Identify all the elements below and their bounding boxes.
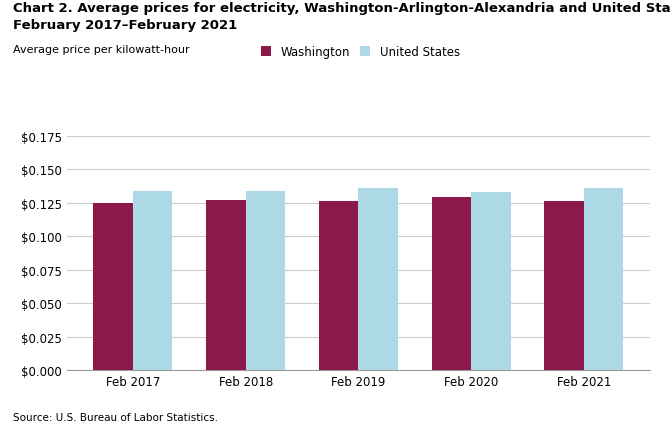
Text: Source: U.S. Bureau of Labor Statistics.: Source: U.S. Bureau of Labor Statistics. [13, 412, 218, 422]
Bar [431, 198, 471, 371]
Bar [545, 202, 584, 371]
Text: Average price per kilowatt-hour: Average price per kilowatt-hour [13, 45, 190, 55]
Bar [584, 189, 623, 371]
Bar [246, 191, 285, 371]
Legend: Washington, United States: Washington, United States [261, 46, 460, 59]
Bar [358, 189, 398, 371]
Bar [206, 201, 246, 371]
Bar [319, 202, 358, 371]
Bar [133, 191, 172, 371]
Text: February 2017–February 2021: February 2017–February 2021 [13, 19, 238, 32]
Bar [94, 203, 133, 371]
Bar [471, 193, 511, 371]
Text: Chart 2. Average prices for electricity, Washington-Arlington-Alexandria and Uni: Chart 2. Average prices for electricity,… [13, 2, 670, 15]
